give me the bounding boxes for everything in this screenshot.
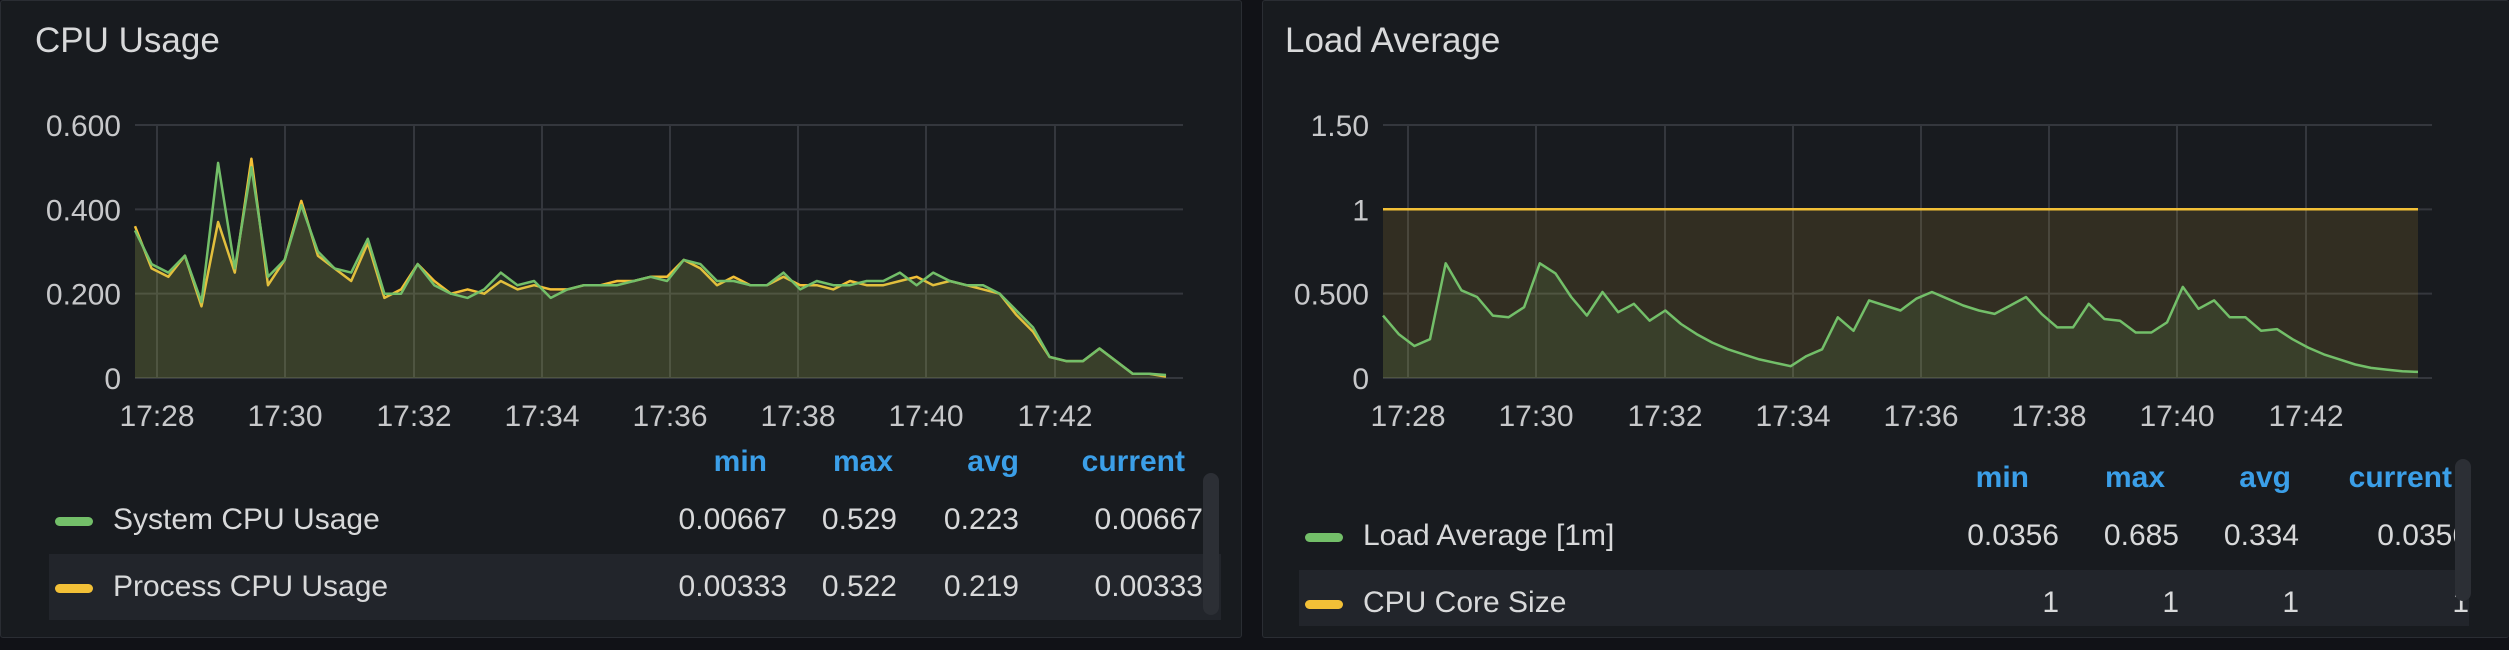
x-axis-tick-label: 17:32: [376, 400, 451, 433]
x-axis-tick-label: 17:38: [760, 400, 835, 433]
legend-max-value: 0.522: [821, 570, 897, 603]
x-axis-tick-label: 17:34: [1755, 400, 1830, 433]
legend-min-value: 0.00333: [678, 570, 787, 603]
series-color-swatch: [55, 517, 93, 526]
load-average-chart[interactable]: 0 0.500 1 1.50 17:28 17:30 17:32 17:34 17:36 17:3…: [1263, 1, 2509, 441]
legend-current-value: 1: [2452, 586, 2469, 619]
y-axis-tick-label: 1: [1352, 194, 1369, 227]
x-axis-tick-label: 17:34: [504, 400, 579, 433]
series-color-swatch: [1305, 533, 1343, 542]
legend-header-current[interactable]: current: [1081, 445, 1185, 478]
series-name: Load Average [1m]: [1363, 519, 1615, 552]
legend-row-load-average[interactable]: Load Average [1m] 0.0356 0.685 0.334 0.0…: [1299, 503, 2469, 569]
y-axis-tick-label: 1.50: [1311, 110, 1369, 143]
x-axis-tick-label: 17:42: [2268, 400, 2343, 433]
legend-max-value: 0.685: [2103, 519, 2179, 552]
legend-current-value: 0.0356: [2377, 519, 2469, 552]
series-name: System CPU Usage: [113, 503, 380, 536]
x-axis-tick-label: 17:40: [888, 400, 963, 433]
legend-scrollbar[interactable]: [1203, 473, 1219, 615]
x-axis-tick-label: 17:28: [1370, 400, 1445, 433]
x-axis-tick-label: 17:36: [1883, 400, 1958, 433]
legend-min-value: 1: [2042, 586, 2059, 619]
legend-scrollbar[interactable]: [2455, 459, 2471, 601]
legend-row-cpu-core-size[interactable]: CPU Core Size 1 1 1 1: [1299, 570, 2469, 626]
legend-row-system-cpu[interactable]: System CPU Usage 0.00667 0.529 0.223 0.0…: [49, 487, 1203, 553]
cpu-usage-panel: CPU Usage 0 0.200 0.400 0.600 17:28 17:30 17:3…: [0, 0, 1242, 638]
legend-header-avg[interactable]: avg: [2239, 461, 2291, 494]
panel-title[interactable]: Load Average: [1285, 21, 1501, 60]
legend-max-value: 1: [2162, 586, 2179, 619]
legend-avg-value: 0.223: [943, 503, 1019, 536]
y-axis-tick-label: 0.600: [46, 110, 121, 143]
y-axis-tick-label: 0.400: [46, 194, 121, 227]
legend-header-max[interactable]: max: [832, 445, 893, 478]
legend-avg-value: 0.334: [2223, 519, 2299, 552]
series-area-fill: [135, 158, 1166, 378]
x-axis-tick-label: 17:30: [247, 400, 322, 433]
y-axis-tick-label: 0: [104, 363, 121, 396]
legend-row-process-cpu[interactable]: Process CPU Usage 0.00333 0.522 0.219 0.…: [49, 554, 1221, 620]
x-axis-tick-label: 17:28: [119, 400, 194, 433]
x-axis-tick-label: 17:42: [1017, 400, 1092, 433]
series-area-fill: [135, 162, 1166, 378]
legend-current-value: 0.00333: [1094, 570, 1203, 603]
legend-min-value: 0.0356: [1967, 519, 2059, 552]
x-axis-tick-label: 17:30: [1498, 400, 1573, 433]
legend-avg-value: 0.219: [943, 570, 1019, 603]
legend-header-min[interactable]: min: [1975, 461, 2029, 494]
x-axis-tick-label: 17:32: [1627, 400, 1702, 433]
series-color-swatch: [55, 584, 93, 593]
series-line[interactable]: [133, 161, 1167, 377]
series-area-fill: [1383, 263, 2418, 378]
x-axis-tick-label: 17:38: [2011, 400, 2086, 433]
series-color-swatch: [1305, 600, 1343, 609]
legend-min-value: 0.00667: [678, 503, 787, 536]
x-axis-tick-label: 17:40: [2139, 400, 2214, 433]
legend-header-min[interactable]: min: [713, 445, 767, 478]
load-average-panel: Load Average 0 0.500 1 1.50 17:28 17:30 17:32 1…: [1262, 0, 2509, 638]
legend-header-avg[interactable]: avg: [967, 445, 1019, 478]
legend-current-value: 0.00667: [1094, 503, 1203, 536]
legend-header: min max avg current: [1263, 458, 2509, 498]
y-axis-tick-label: 0: [1352, 363, 1369, 396]
legend-max-value: 0.529: [821, 503, 897, 536]
series-area-fill: [1383, 209, 2418, 378]
series-line[interactable]: [1382, 262, 2419, 374]
legend-header-current[interactable]: current: [2348, 461, 2452, 494]
legend-avg-value: 1: [2282, 586, 2299, 619]
y-axis-tick-label: 0.200: [46, 279, 121, 312]
panel-title[interactable]: CPU Usage: [35, 21, 220, 60]
legend-header: min max avg current: [1, 442, 1241, 482]
series-name: Process CPU Usage: [113, 570, 389, 603]
x-axis-tick-label: 17:36: [632, 400, 707, 433]
legend-header-max[interactable]: max: [2104, 461, 2165, 494]
y-axis-tick-label: 0.500: [1294, 279, 1369, 312]
series-name: CPU Core Size: [1363, 586, 1567, 619]
cpu-usage-chart[interactable]: 0 0.200 0.400 0.600 17:28 17:30 17:32 17:34 17:3…: [1, 1, 1243, 441]
